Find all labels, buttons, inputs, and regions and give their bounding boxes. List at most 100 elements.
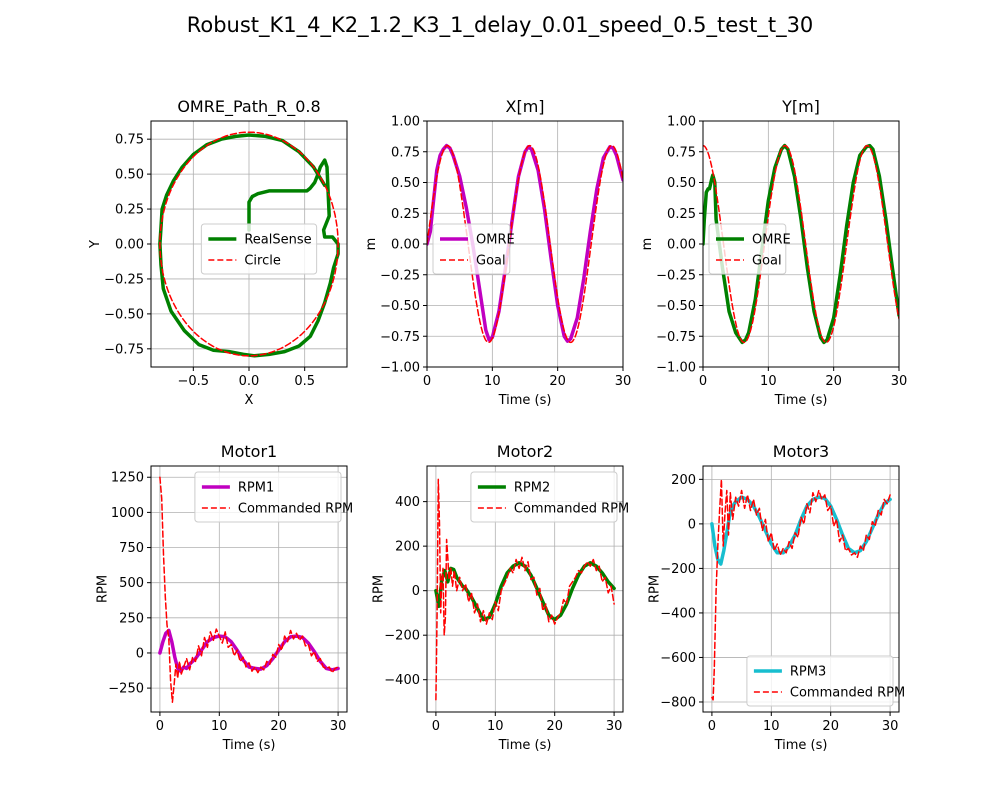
x-tick-label: 0: [423, 374, 431, 389]
y-tick-label: 1.00: [391, 115, 420, 130]
y-tick-label: 0: [688, 517, 696, 532]
y-tick-label: 0.50: [115, 168, 144, 183]
y-tick-label: 0.50: [667, 176, 696, 191]
subplot-title: X[m]: [505, 97, 544, 116]
y-tick-label: 0.25: [667, 207, 696, 222]
y-tick-label: 0.75: [391, 145, 420, 160]
legend-label: OMRE: [752, 233, 791, 248]
y-tick-label: −0.25: [104, 272, 144, 287]
y-tick-label: 0.00: [115, 238, 144, 253]
y-tick-label: 0.25: [115, 203, 144, 218]
legend-label: RPM1: [238, 481, 274, 496]
x-tick-label: 10: [484, 374, 501, 389]
legend-label: Commanded RPM: [514, 502, 629, 517]
y-tick-label: 400: [395, 495, 420, 510]
axes-frame: [702, 465, 900, 713]
x-tick-label: 30: [615, 374, 632, 389]
series-group: [158, 476, 340, 703]
y-tick-label: −0.75: [656, 330, 696, 345]
x-tick-label: 30: [606, 719, 623, 734]
series-line-commanded-rpm: [435, 478, 615, 701]
y-tick-label: 0.50: [391, 176, 420, 191]
y-tick-label: 200: [395, 540, 420, 555]
legend-label: RPM3: [790, 665, 826, 680]
x-tick-label: 20: [270, 719, 287, 734]
y-tick-label: −400: [384, 673, 420, 688]
y-tick-label: 0: [136, 646, 144, 661]
x-tick-label: 0.5: [294, 374, 315, 389]
series-line-goal: [427, 144, 623, 344]
series-line-goal: [703, 144, 899, 344]
series-line-rpm1: [158, 628, 340, 673]
y-axis-label: m: [364, 238, 379, 251]
y-tick-label: −0.75: [104, 342, 144, 357]
y-axis-label: m: [640, 238, 655, 251]
y-tick-label: −0.50: [656, 299, 696, 314]
legend-label: OMRE: [476, 233, 515, 248]
legend: RPM3 Commanded RPM: [746, 655, 905, 707]
series-group: [703, 143, 899, 345]
x-axis-label: Time (s): [774, 738, 828, 753]
y-tick-label: 500: [119, 576, 144, 591]
subplot-6: 0 10 20 30 −800 −600 −400 −200 0 200 Motor3 Time (s…: [648, 442, 906, 753]
legend: RPM2 Commanded RPM: [470, 471, 629, 523]
y-tick-label: 1000: [111, 506, 144, 521]
x-axis-label: Time (s): [498, 393, 552, 408]
series-line-circle: [159, 131, 339, 357]
x-tick-label: 10: [211, 719, 228, 734]
y-tick-label: −1.00: [380, 361, 420, 376]
x-axis-label: X: [245, 393, 254, 408]
legend-label: Goal: [476, 254, 506, 269]
legend-label: RealSense: [244, 233, 311, 248]
subplots-grid: −0.5 0.0 0.5 −0.75 −0.50 −0.25 0.00 0.25 0.50 0.7…: [88, 97, 907, 753]
y-tick-label: 750: [119, 541, 144, 556]
x-tick-label: 20: [549, 374, 566, 389]
legend-label: Commanded RPM: [790, 686, 905, 701]
x-tick-label: 0: [156, 719, 164, 734]
y-tick-label: −0.75: [380, 330, 420, 345]
x-tick-label: 10: [763, 719, 780, 734]
x-tick-label: 10: [487, 719, 504, 734]
subplot-4: 0 10 20 30 −250 0 250 500 750 1000 1250 Motor1 Time …: [96, 442, 354, 753]
x-tick-label: 30: [882, 719, 899, 734]
y-tick-label: −200: [660, 562, 696, 577]
y-tick-label: 0.75: [667, 145, 696, 160]
x-tick-label: 0: [699, 374, 707, 389]
legend-box: [470, 471, 618, 523]
y-tick-label: −0.25: [380, 268, 420, 283]
y-axis-label: RPM: [648, 575, 663, 603]
y-tick-label: −400: [660, 606, 696, 621]
x-tick-label: 0: [432, 719, 440, 734]
subplot-title: Motor3: [773, 442, 829, 461]
series-line-commanded-rpm: [159, 476, 339, 703]
legend-box: [200, 223, 318, 275]
subplot-3: 0 10 20 30 −1.00 −0.75 −0.50 −0.25 0.00 0.25 0.50 0…: [640, 97, 907, 408]
y-tick-label: 250: [119, 611, 144, 626]
subplot-title: Motor2: [497, 442, 553, 461]
axes-frame: [426, 465, 624, 713]
legend: RealSense Circle: [200, 223, 318, 275]
figure-title: Robust_K1_4_K2_1.2_K3_1_delay_0.01_speed…: [187, 13, 814, 38]
x-axis-label: Time (s): [498, 738, 552, 753]
x-tick-label: 20: [546, 719, 563, 734]
subplot-title: OMRE_Path_R_0.8: [177, 97, 320, 117]
x-tick-label: 10: [760, 374, 777, 389]
subplot-5: 0 10 20 30 −400 −200 0 200 400 Motor2 Time (s) RPM R…: [372, 442, 630, 753]
legend-label: Goal: [752, 254, 782, 269]
x-axis-label: Time (s): [222, 738, 276, 753]
axes-frame: [150, 465, 348, 713]
legend-box: [708, 223, 787, 275]
legend-label: Commanded RPM: [238, 502, 353, 517]
legend-label: Circle: [244, 254, 281, 269]
series-group: [427, 143, 623, 344]
y-tick-label: 0.75: [115, 133, 144, 148]
y-tick-label: 1.00: [667, 115, 696, 130]
y-axis-label: RPM: [96, 575, 111, 603]
series-group: [710, 478, 892, 701]
legend: OMRE Goal: [708, 223, 791, 275]
series-line-commanded-rpm: [711, 478, 891, 701]
series-line-rpm3: [710, 495, 892, 566]
subplot-2: 0 10 20 30 −1.00 −0.75 −0.50 −0.25 0.00 0.25 0.50 0…: [364, 97, 631, 408]
series-group: [158, 131, 340, 358]
